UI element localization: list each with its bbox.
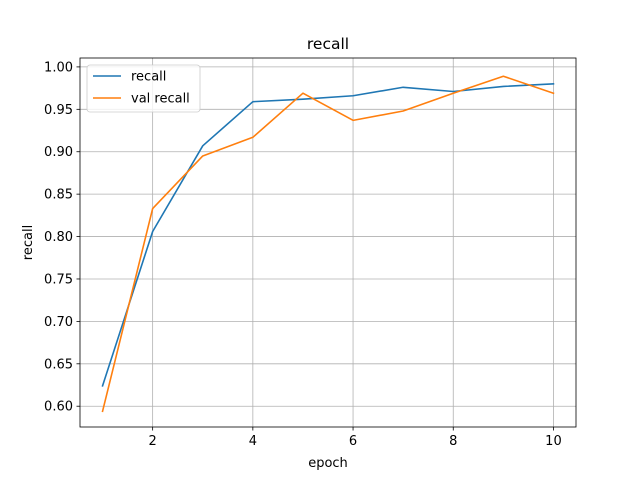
series-line-val-recall [101,75,555,413]
x-axis: 2 4 6 8 10 [149,427,562,449]
y-tick-label: 0.70 [44,315,73,330]
y-tick-label: 0.75 [44,272,73,287]
y-tick-label: 0.90 [44,145,73,160]
y-tick-label: 0.80 [44,230,73,245]
plot-frame [79,57,577,428]
y-axis: 0.60 0.65 0.70 0.75 0.80 0.85 0.90 0.95 1.00 [44,60,80,415]
x-tick-label: 2 [149,434,157,449]
chart-title: recall [307,35,349,53]
x-tick-label: 4 [249,434,257,449]
y-tick-label: 0.95 [44,103,73,118]
y-tick-label: 0.60 [44,400,73,415]
y-tick-label: 0.85 [44,188,73,203]
legend: recall val recall [86,64,201,113]
x-axis-title: epoch [308,456,348,471]
x-tick-label: 8 [449,434,457,449]
x-tick-label: 10 [545,434,562,449]
series-lines [101,75,555,413]
y-axis-title: recall [21,225,36,260]
x-tick-label: 6 [349,434,357,449]
legend-label: val recall [131,92,190,107]
y-tick-label: 0.65 [44,357,73,372]
legend-label: recall [131,70,166,85]
series-line-recall [101,83,555,387]
y-tick-label: 1.00 [44,60,73,75]
